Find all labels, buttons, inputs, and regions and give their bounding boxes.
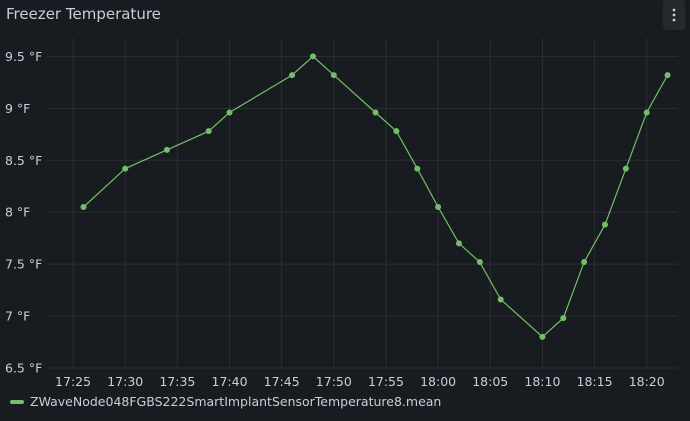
data-point[interactable] bbox=[581, 259, 588, 266]
data-point[interactable] bbox=[372, 109, 379, 116]
y-tick-label: 8 °F bbox=[5, 205, 30, 220]
data-point[interactable] bbox=[622, 165, 629, 172]
vertical-ellipsis-icon bbox=[672, 8, 676, 22]
panel-title: Freezer Temperature bbox=[6, 5, 161, 23]
data-point[interactable] bbox=[414, 165, 421, 172]
x-tick-label: 18:15 bbox=[577, 374, 613, 389]
data-point[interactable] bbox=[289, 72, 296, 79]
x-tick-label: 17:40 bbox=[212, 374, 248, 389]
data-point[interactable] bbox=[122, 165, 129, 172]
y-tick-label: 9 °F bbox=[5, 101, 30, 116]
legend-label[interactable]: ZWaveNode048FGBS222SmartImplantSensorTem… bbox=[30, 394, 442, 409]
x-tick-label: 18:05 bbox=[472, 374, 508, 389]
data-point[interactable] bbox=[476, 259, 483, 266]
data-point[interactable] bbox=[455, 240, 462, 247]
legend-swatch bbox=[10, 399, 24, 404]
data-point[interactable] bbox=[330, 72, 337, 79]
series-line bbox=[83, 55, 669, 338]
data-point[interactable] bbox=[205, 128, 212, 135]
x-tick-label: 17:55 bbox=[368, 374, 404, 389]
y-tick-label: 7.5 °F bbox=[5, 257, 42, 272]
x-tick-label: 17:25 bbox=[55, 374, 91, 389]
x-tick-label: 17:35 bbox=[159, 374, 195, 389]
x-tick-label: 18:10 bbox=[524, 374, 560, 389]
data-point[interactable] bbox=[309, 53, 316, 60]
data-point[interactable] bbox=[664, 72, 671, 79]
legend: ZWaveNode048FGBS222SmartImplantSensorTem… bbox=[10, 394, 441, 409]
data-point[interactable] bbox=[560, 315, 567, 322]
y-tick-label: 9.5 °F bbox=[5, 49, 42, 64]
data-point[interactable] bbox=[497, 296, 504, 303]
data-point[interactable] bbox=[393, 128, 400, 135]
data-point[interactable] bbox=[80, 204, 87, 210]
x-tick-label: 17:45 bbox=[264, 374, 300, 389]
y-tick-label: 7 °F bbox=[5, 309, 30, 324]
x-tick-label: 17:50 bbox=[316, 374, 352, 389]
x-tick-label: 17:30 bbox=[107, 374, 143, 389]
data-point[interactable] bbox=[643, 109, 650, 116]
data-point[interactable] bbox=[435, 204, 442, 210]
panel-menu-button[interactable] bbox=[663, 0, 685, 30]
data-point[interactable] bbox=[226, 109, 233, 116]
y-tick-label: 6.5 °F bbox=[5, 361, 42, 376]
x-tick-label: 18:20 bbox=[629, 374, 665, 389]
data-point[interactable] bbox=[601, 221, 608, 228]
data-point[interactable] bbox=[163, 146, 170, 153]
x-tick-label: 18:00 bbox=[420, 374, 456, 389]
data-point[interactable] bbox=[539, 333, 546, 340]
y-tick-label: 8.5 °F bbox=[5, 153, 42, 168]
